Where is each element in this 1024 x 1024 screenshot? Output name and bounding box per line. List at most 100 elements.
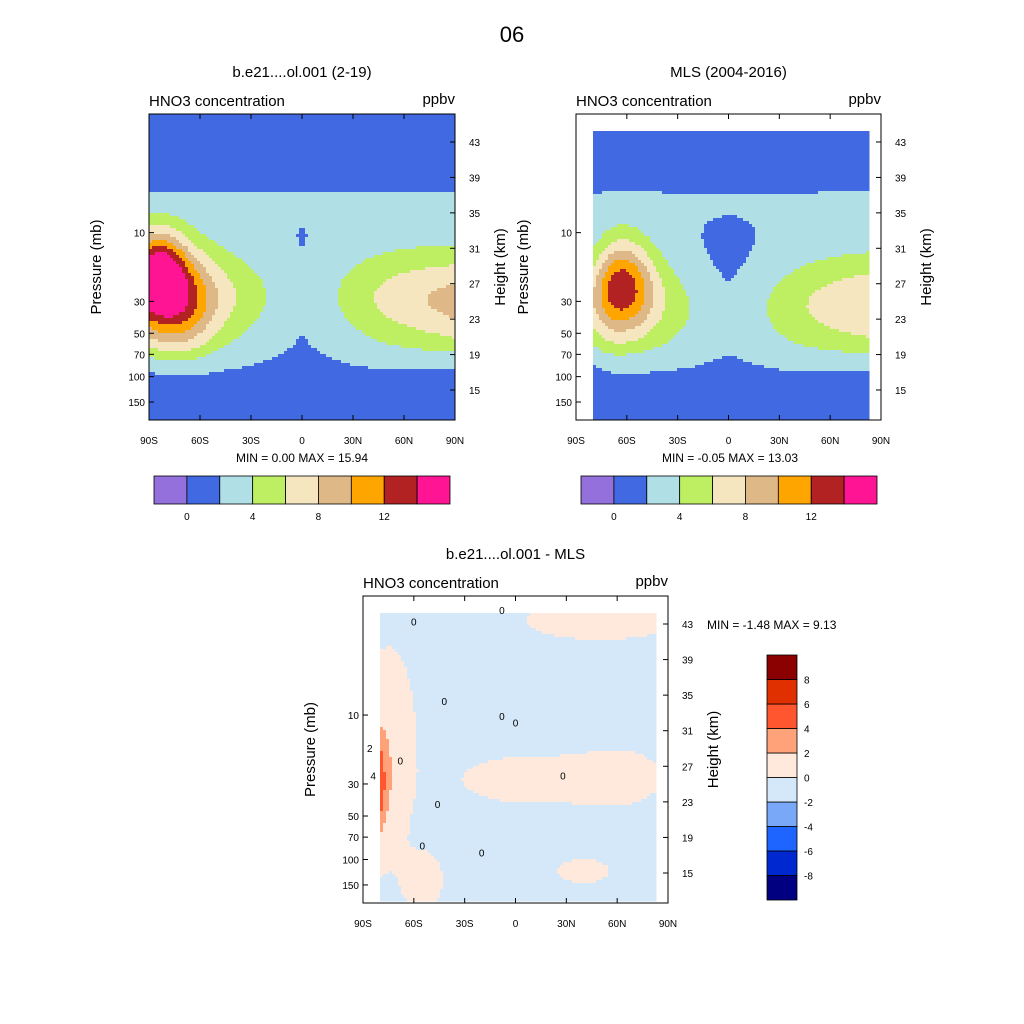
- contour-cell: [317, 132, 320, 135]
- contour-cell: [383, 132, 386, 135]
- contour-cell: [332, 114, 335, 117]
- contour-cell: [221, 138, 224, 141]
- contour-cell: [314, 114, 317, 117]
- contour-cell: [266, 129, 269, 132]
- contour-cell: [380, 123, 383, 126]
- contour-cell: [185, 132, 188, 135]
- contour-cell: [200, 135, 203, 138]
- contour-cell: [209, 135, 212, 138]
- contour-cell: [185, 120, 188, 123]
- contour-cell: [377, 135, 380, 138]
- contour-cell: [275, 144, 278, 147]
- contour-cell: [152, 126, 155, 129]
- contour-cell: [446, 132, 449, 135]
- contour-cell: [239, 138, 242, 141]
- contour-cell: [359, 129, 362, 132]
- contour-cell: [437, 132, 440, 135]
- contour-cell: [290, 141, 293, 144]
- contour-cell: [200, 141, 203, 144]
- contour-cell: [182, 141, 185, 144]
- contour-cell: [293, 144, 296, 147]
- contour-cell: [212, 114, 215, 117]
- contour-cell: [242, 126, 245, 129]
- contour-cell: [221, 132, 224, 135]
- contour-cell: [437, 129, 440, 132]
- contour-cell: [149, 132, 152, 135]
- contour-cell: [233, 129, 236, 132]
- contour-cell: [188, 132, 191, 135]
- contour-cell: [296, 123, 299, 126]
- contour-cell: [302, 129, 305, 132]
- contour-cell: [185, 144, 188, 147]
- contour-cell: [326, 114, 329, 117]
- contour-cell: [197, 129, 200, 132]
- contour-cell: [287, 123, 290, 126]
- contour-cell: [326, 132, 329, 135]
- contour-cell: [431, 129, 434, 132]
- contour-cell: [428, 141, 431, 144]
- contour-cell: [263, 114, 266, 117]
- contour-cell: [425, 129, 428, 132]
- contour-cell: [380, 132, 383, 135]
- contour-cell: [209, 129, 212, 132]
- contour-cell: [269, 126, 272, 129]
- contour-cell: [383, 120, 386, 123]
- contour-cell: [407, 114, 410, 117]
- contour-cell: [449, 132, 452, 135]
- contour-cell: [446, 114, 449, 117]
- contour-cell: [392, 129, 395, 132]
- contour-cell: [215, 132, 218, 135]
- contour-cell: [338, 141, 341, 144]
- contour-cell: [350, 120, 353, 123]
- contour-cell: [266, 120, 269, 123]
- contour-cell: [410, 141, 413, 144]
- contour-cell: [320, 114, 323, 117]
- contour-cell: [350, 144, 353, 147]
- contour-cell: [407, 126, 410, 129]
- contour-cell: [149, 126, 152, 129]
- contour-cell: [350, 141, 353, 144]
- contour-cell: [257, 138, 260, 141]
- contour-cell: [377, 129, 380, 132]
- contour-cell: [239, 117, 242, 120]
- contour-cell: [209, 126, 212, 129]
- contour-cell: [431, 138, 434, 141]
- contour-cell: [191, 132, 194, 135]
- contour-cell: [419, 120, 422, 123]
- contour-cell: [392, 132, 395, 135]
- contour-cell: [227, 126, 230, 129]
- contour-cell: [278, 120, 281, 123]
- contour-cell: [281, 120, 284, 123]
- contour-cell: [431, 126, 434, 129]
- contour-cell: [188, 138, 191, 141]
- contour-cell: [422, 120, 425, 123]
- contour-cell: [200, 120, 203, 123]
- contour-cell: [242, 132, 245, 135]
- contour-cell: [179, 129, 182, 132]
- contour-cell: [248, 126, 251, 129]
- contour-cell: [278, 117, 281, 120]
- contour-cell: [362, 141, 365, 144]
- contour-cell: [362, 132, 365, 135]
- contour-cell: [365, 120, 368, 123]
- contour-cell: [224, 126, 227, 129]
- contour-cell: [149, 129, 152, 132]
- contour-cell: [155, 135, 158, 138]
- contour-cell: [395, 138, 398, 141]
- contour-cell: [254, 138, 257, 141]
- contour-cell: [434, 141, 437, 144]
- contour-cell: [386, 138, 389, 141]
- contour-cell: [341, 135, 344, 138]
- contour-cell: [347, 117, 350, 120]
- chart-title: b.e21....ol.001 (2-19): [232, 64, 371, 81]
- contour-cell: [434, 138, 437, 141]
- contour-cell: [341, 114, 344, 117]
- contour-cell: [314, 129, 317, 132]
- contour-cell: [155, 129, 158, 132]
- contour-cell: [344, 135, 347, 138]
- contour-cell: [293, 117, 296, 120]
- contour-cell: [326, 135, 329, 138]
- contour-cell: [320, 135, 323, 138]
- contour-cell: [179, 123, 182, 126]
- contour-cell: [341, 132, 344, 135]
